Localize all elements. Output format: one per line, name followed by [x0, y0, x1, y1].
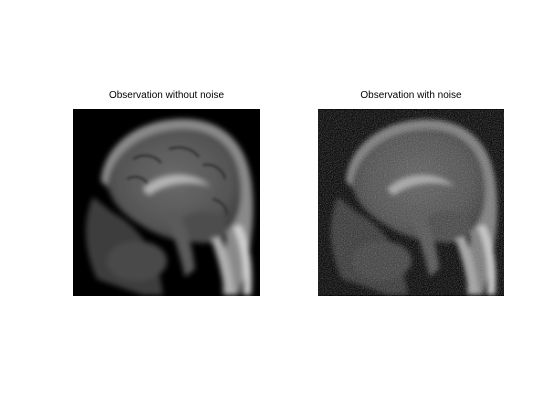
panel-title-noisy: Observation with noise	[360, 90, 462, 101]
mri-image-clean	[73, 109, 260, 296]
mri-image-noisy	[318, 109, 504, 296]
mri-svg-clean	[73, 109, 260, 296]
mri-svg-noisy	[318, 109, 504, 296]
panel-title-clean: Observation without noise	[108, 90, 225, 101]
